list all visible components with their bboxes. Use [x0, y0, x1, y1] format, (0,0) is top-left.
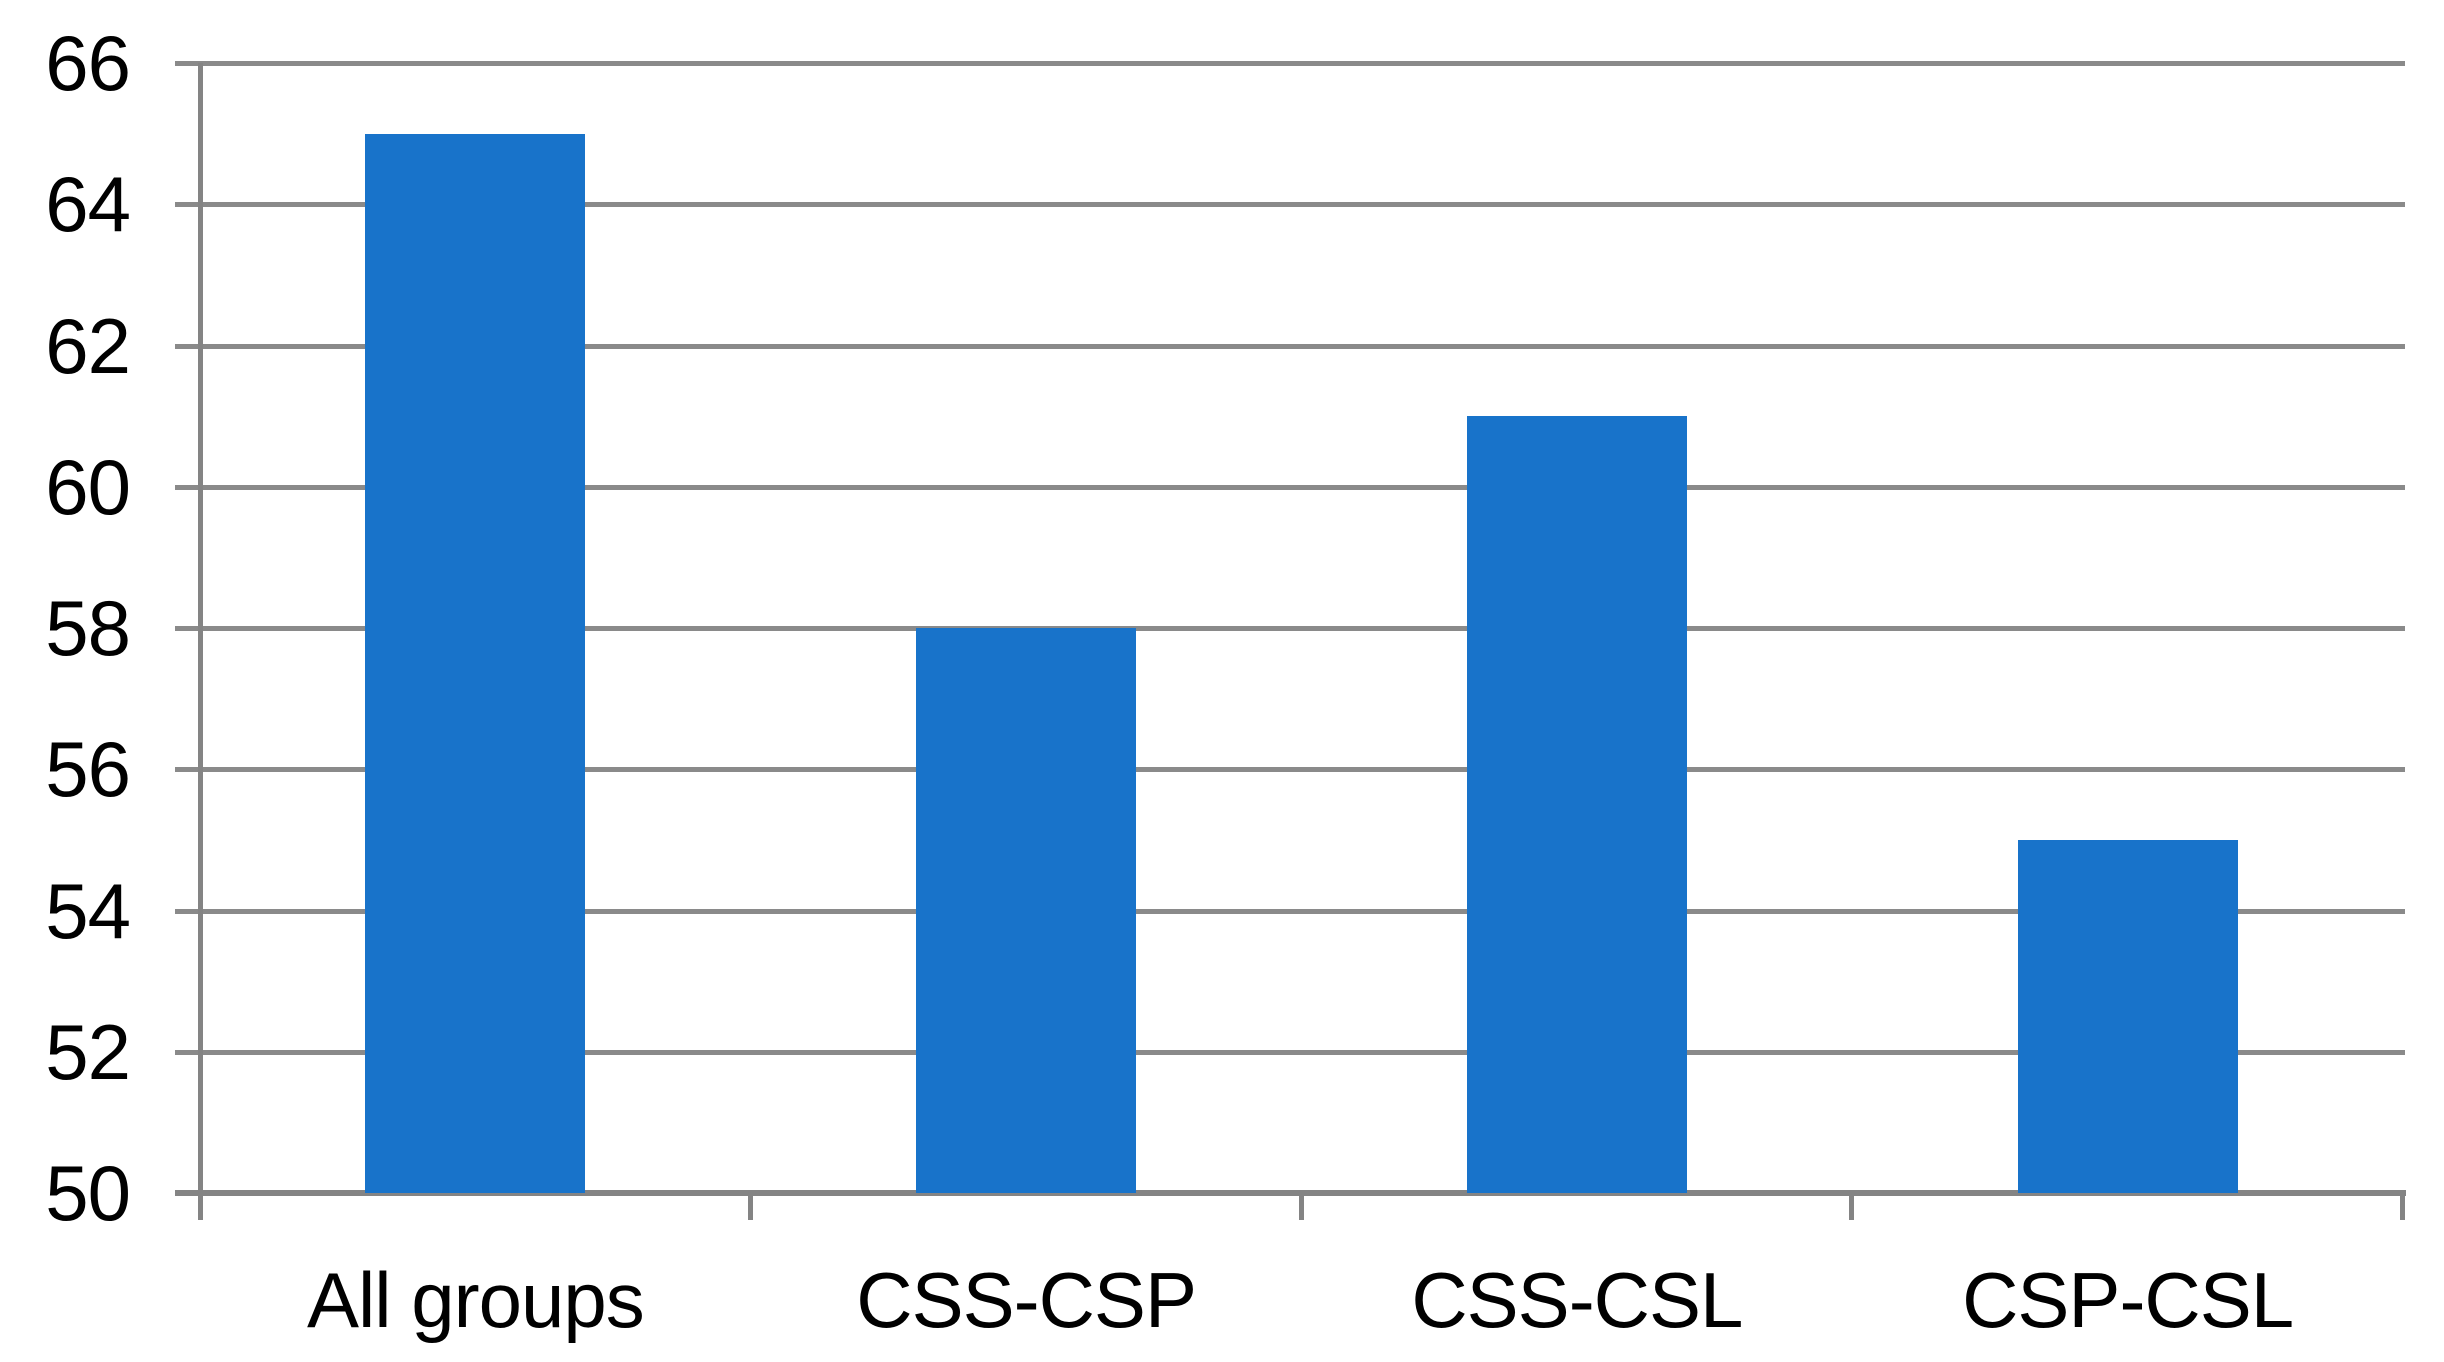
x-category-label: CSS-CSP [856, 1256, 1197, 1344]
x-axis-line [175, 1190, 2406, 1196]
y-axis-line [198, 63, 203, 1220]
gridline [175, 626, 2405, 631]
gridline [175, 908, 2405, 914]
gridline [175, 61, 2405, 66]
x-axis-tick [1298, 1193, 1304, 1220]
y-tick-label: 64 [45, 160, 131, 249]
y-tick-label: 56 [45, 725, 131, 814]
y-tick-label: 66 [45, 19, 131, 107]
gridline [175, 767, 2405, 773]
x-axis-tick [2400, 1193, 2405, 1220]
gridline [175, 343, 2405, 349]
y-tick-label: 54 [45, 866, 131, 955]
gridline [175, 1049, 2405, 1055]
y-tick-label: 60 [45, 442, 131, 531]
x-category-label: CSS-CSL [1411, 1256, 1743, 1344]
x-category-label: All groups [306, 1256, 645, 1344]
bar-csp-csl [2017, 839, 2238, 1193]
y-tick-label: 58 [45, 584, 131, 672]
bar-css-csl [1466, 416, 1687, 1193]
y-tick-label: 62 [45, 301, 131, 390]
y-tick-label: 52 [45, 1007, 131, 1096]
x-axis-tick [1849, 1193, 1855, 1220]
gridline [175, 202, 2405, 208]
bar-all-groups [365, 133, 586, 1193]
x-category-label: CSP-CSL [1962, 1256, 2294, 1344]
bar-css-csp [916, 628, 1137, 1193]
x-axis-tick [747, 1193, 753, 1220]
y-tick-label: 50 [45, 1149, 131, 1237]
gridline [175, 484, 2405, 490]
